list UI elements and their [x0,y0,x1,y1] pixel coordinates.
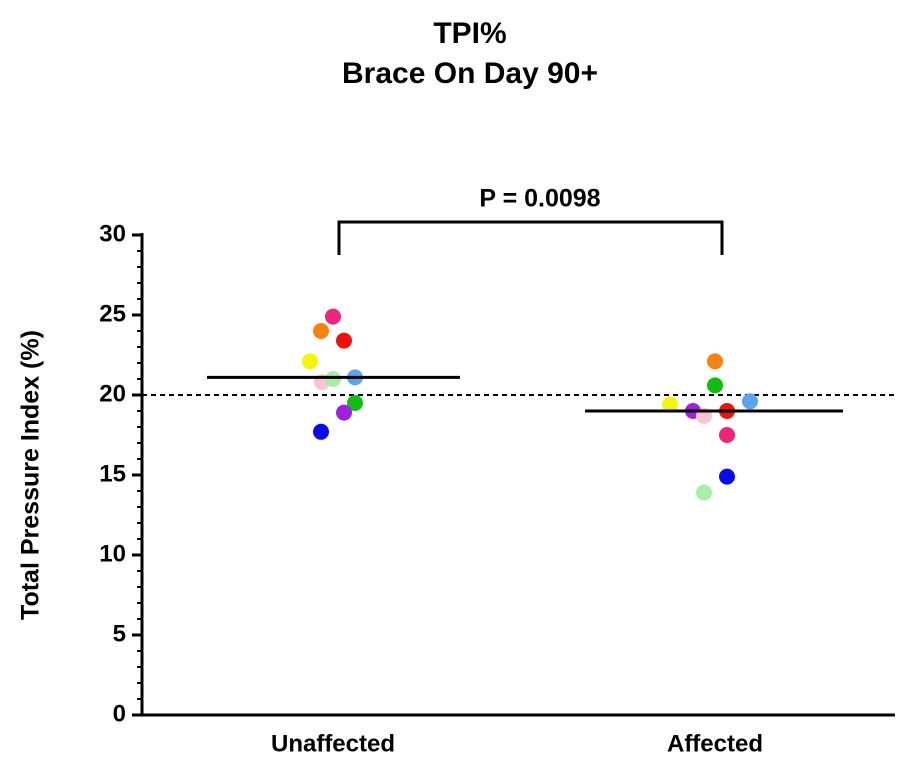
data-point [696,484,712,501]
significance-bracket [337,220,724,255]
annotation: P = 0.0098 [479,185,600,213]
data-point [742,393,758,410]
x-tick-label: Unaffected [271,730,395,757]
data-point [707,377,723,394]
data-point [325,371,341,387]
data-point [719,427,735,443]
data-point [302,353,318,370]
y-tick-label: 25 [99,300,126,327]
data-point [313,423,329,440]
y-tick-label: 10 [99,540,126,567]
data-point [325,308,341,325]
y-tick-label: 5 [113,620,126,647]
data-point [336,332,352,349]
chart-subtitle: Brace On Day 90+ [342,57,598,90]
x-tick-label: Affected [667,730,763,757]
y-tick-label: 0 [113,700,126,727]
y-tick-label: 20 [99,380,126,407]
data-point [707,353,723,370]
y-axis-label: Total Pressure Index (%) [17,330,45,620]
data-point [336,404,352,421]
y-tick-label: 15 [99,460,126,487]
data-point [313,323,329,339]
data-point [719,468,735,485]
y-tick-label: 30 [99,220,126,247]
chart-title: TPI% [433,17,506,50]
data-point [662,396,678,413]
data-point [347,395,363,411]
